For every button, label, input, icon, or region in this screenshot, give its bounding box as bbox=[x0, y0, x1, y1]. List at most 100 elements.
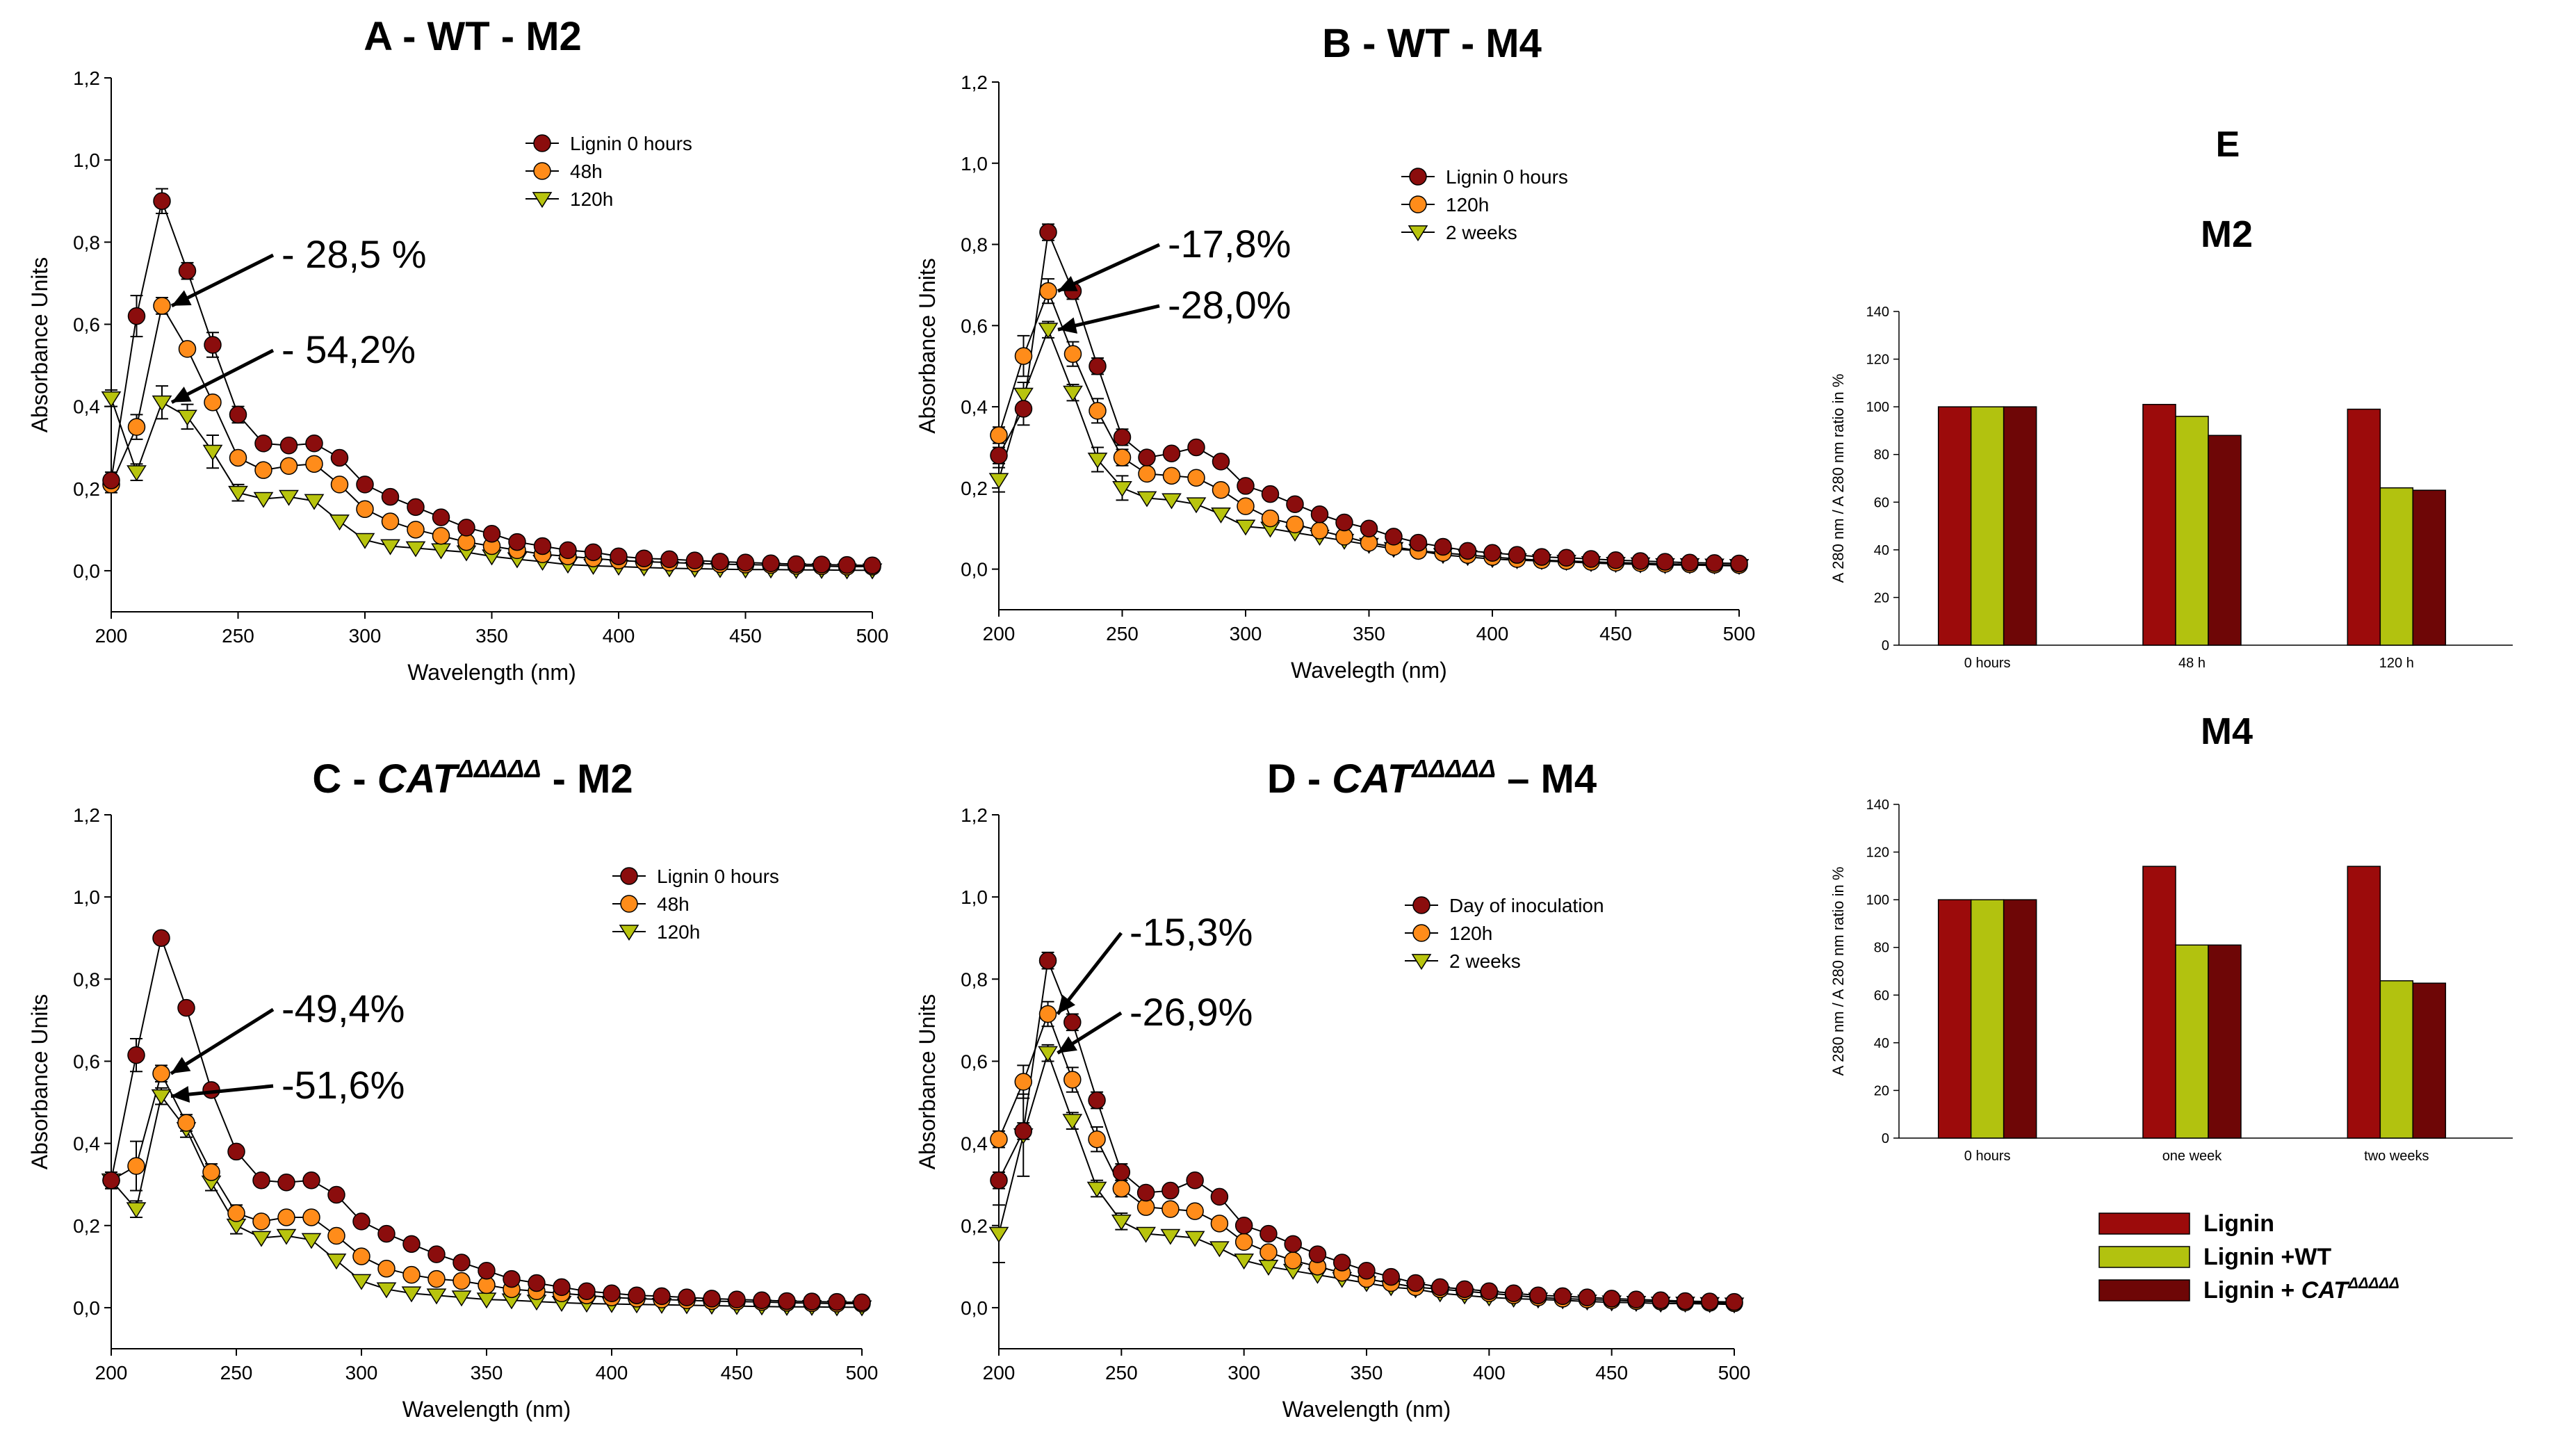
x-axis-label: Wavelegth (nm) bbox=[1291, 658, 1447, 683]
y-tick-label: 1,0 bbox=[961, 886, 988, 908]
x-tick-label: 300 bbox=[1228, 1362, 1260, 1384]
data-point bbox=[252, 1171, 270, 1190]
data-point bbox=[127, 307, 146, 325]
data-point bbox=[1409, 533, 1428, 552]
bar bbox=[2175, 416, 2209, 646]
annotation-arrowhead bbox=[171, 1086, 190, 1103]
annotation-arrow bbox=[170, 1007, 275, 1076]
data-point bbox=[1112, 480, 1132, 497]
data-point bbox=[559, 541, 577, 560]
legend-label: Lignin bbox=[2203, 1210, 2274, 1237]
y-tick-label: 1,2 bbox=[73, 67, 100, 89]
data-point bbox=[152, 395, 172, 412]
data-point bbox=[380, 539, 400, 555]
bar-chart-title: M4 bbox=[2201, 711, 2253, 752]
data-point bbox=[1161, 493, 1182, 510]
data-point bbox=[1557, 549, 1576, 567]
data-point bbox=[1039, 223, 1057, 241]
data-point bbox=[1161, 1181, 1180, 1200]
data-point bbox=[990, 446, 1008, 464]
x-tick-label: 300 bbox=[1230, 623, 1262, 644]
bar bbox=[2142, 866, 2176, 1139]
data-point bbox=[427, 1245, 446, 1263]
data-point bbox=[152, 1064, 170, 1082]
data-point bbox=[1260, 1243, 1278, 1261]
data-point bbox=[407, 498, 425, 517]
data-point bbox=[1700, 1292, 1719, 1311]
data-point bbox=[354, 533, 375, 549]
x-tick-label: 400 bbox=[603, 625, 635, 647]
y-tick-label: 140 bbox=[1866, 797, 1889, 813]
x-tick-label: 0 hours bbox=[1964, 656, 2011, 671]
x-tick-label: one week bbox=[2162, 1149, 2223, 1164]
data-point bbox=[1656, 553, 1674, 571]
title-part: – M4 bbox=[1496, 756, 1597, 802]
annotation-arrowhead bbox=[171, 1057, 191, 1074]
bar bbox=[1970, 899, 2005, 1139]
data-point bbox=[178, 340, 197, 358]
x-tick-label: 200 bbox=[95, 1362, 128, 1384]
y-tick-label: 0,6 bbox=[961, 315, 988, 336]
data-point bbox=[153, 297, 171, 315]
data-point bbox=[1284, 1251, 1302, 1269]
data-point bbox=[1138, 464, 1156, 483]
data-point bbox=[126, 1202, 147, 1219]
y-tick-label: 1,0 bbox=[73, 149, 100, 171]
data-point bbox=[405, 541, 426, 558]
data-point bbox=[1014, 1073, 1033, 1091]
x-tick-label: 450 bbox=[721, 1362, 753, 1384]
panel-B: B - WT - M4 0,0 0,2 0,4 0,6 0,8 1,0 1,2 200 250 30… bbox=[915, 21, 1755, 683]
panel-A: A - WT - M2 0,0 0,2 0,4 0,6 0,8 1,0 1,2 200 250 30… bbox=[27, 14, 888, 685]
y-tick-label: 0,2 bbox=[961, 1215, 988, 1237]
data-point bbox=[1138, 448, 1156, 467]
data-point bbox=[653, 1287, 671, 1306]
annotation-arrowhead bbox=[1058, 317, 1078, 334]
title-part: - M2 bbox=[541, 756, 633, 802]
annotation-arrowhead bbox=[172, 387, 192, 403]
data-point bbox=[533, 537, 552, 555]
data-point bbox=[1063, 385, 1083, 402]
data-point bbox=[1038, 1046, 1058, 1062]
x-tick-label: 300 bbox=[349, 625, 382, 647]
data-point bbox=[1160, 1228, 1181, 1245]
data-point bbox=[1237, 497, 1255, 515]
legend-label: 48h bbox=[570, 161, 603, 182]
data-point bbox=[1284, 1235, 1302, 1254]
bar bbox=[1937, 406, 1972, 646]
y-tick-label: 140 bbox=[1866, 305, 1889, 320]
title-part: C - bbox=[312, 756, 377, 802]
data-point bbox=[202, 444, 223, 461]
legend-label: 2 weeks bbox=[1449, 950, 1521, 972]
bar bbox=[1937, 899, 1972, 1139]
data-point bbox=[1063, 1071, 1082, 1089]
bar bbox=[2347, 408, 2381, 646]
y-tick-label: 0,4 bbox=[961, 396, 988, 418]
data-point bbox=[253, 492, 274, 508]
data-point bbox=[1385, 528, 1403, 546]
legend-superscript: ΔΔΔΔΔ bbox=[2347, 1274, 2399, 1292]
data-point bbox=[432, 508, 450, 526]
y-tick-label: 80 bbox=[1874, 941, 1889, 956]
data-point bbox=[1210, 1187, 1229, 1206]
data-point bbox=[302, 1208, 320, 1226]
data-point bbox=[1234, 1233, 1253, 1251]
y-tick-label: 0,0 bbox=[73, 1297, 100, 1319]
bar bbox=[2347, 866, 2381, 1139]
data-point bbox=[1113, 428, 1132, 446]
data-point bbox=[1113, 448, 1132, 467]
data-point bbox=[277, 1173, 295, 1192]
data-point bbox=[1261, 485, 1280, 503]
data-point bbox=[305, 455, 323, 473]
data-point bbox=[102, 471, 120, 489]
x-tick-label: 500 bbox=[1723, 623, 1756, 644]
data-point bbox=[1038, 1005, 1057, 1023]
data-point bbox=[1504, 1284, 1523, 1302]
data-point bbox=[584, 543, 603, 562]
panel-E-M4: M4 0 20 40 60 80 100 120 140 A 280 nm / A 280 nm … bbox=[1829, 711, 2513, 1164]
data-point bbox=[1652, 1291, 1670, 1310]
y-tick-label: 60 bbox=[1874, 495, 1889, 510]
data-point bbox=[453, 1254, 471, 1272]
data-point bbox=[1014, 400, 1033, 418]
x-axis-label: Wavelength (nm) bbox=[407, 660, 576, 685]
